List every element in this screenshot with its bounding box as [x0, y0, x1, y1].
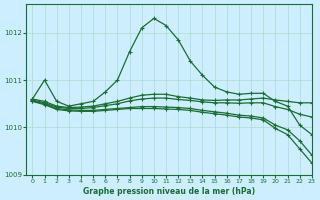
X-axis label: Graphe pression niveau de la mer (hPa): Graphe pression niveau de la mer (hPa)	[83, 187, 255, 196]
